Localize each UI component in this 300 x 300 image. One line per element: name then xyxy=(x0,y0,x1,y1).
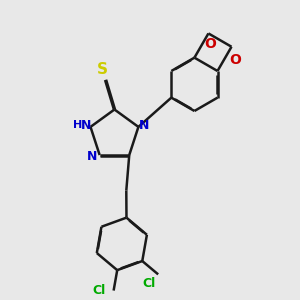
Text: N: N xyxy=(81,119,91,132)
Text: S: S xyxy=(97,62,108,77)
Text: N: N xyxy=(87,150,98,163)
Text: Cl: Cl xyxy=(92,284,105,297)
Text: H: H xyxy=(73,120,82,130)
Text: Cl: Cl xyxy=(142,277,156,290)
Text: O: O xyxy=(204,37,216,51)
Text: O: O xyxy=(229,53,241,68)
Text: N: N xyxy=(139,119,149,132)
